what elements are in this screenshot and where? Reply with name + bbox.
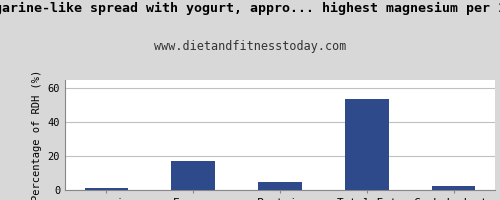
- Bar: [345, 99, 389, 190]
- Bar: [84, 188, 128, 190]
- Bar: [432, 186, 476, 190]
- Bar: [258, 182, 302, 190]
- Y-axis label: Percentage of RDH (%): Percentage of RDH (%): [32, 69, 42, 200]
- Text: Margarine-like spread with yogurt, appro... highest magnesium per 100g: Margarine-like spread with yogurt, appro…: [0, 2, 500, 15]
- Bar: [172, 161, 215, 190]
- Text: www.dietandfitnesstoday.com: www.dietandfitnesstoday.com: [154, 40, 346, 53]
